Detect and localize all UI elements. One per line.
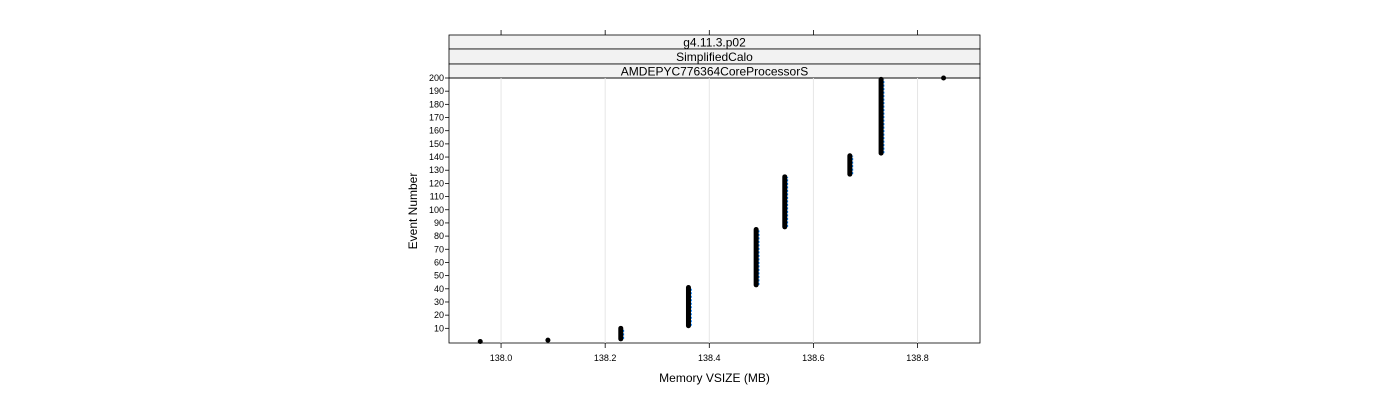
grid-lines: [500, 78, 919, 343]
data-point: [477, 339, 483, 344]
y-tick-label: 80: [434, 231, 444, 241]
strip-2-label: SimplifiedCalo: [676, 50, 753, 64]
y-tick-label: 180: [429, 99, 444, 109]
y-axis-title: Event Number: [406, 173, 420, 250]
y-tick-label: 160: [429, 126, 444, 136]
strip-3-label: AMDEPYC776364CoreProcessorS: [621, 65, 808, 79]
y-tick-label: 10: [434, 323, 444, 333]
y-tick-label: 190: [429, 86, 444, 96]
strip-1-label: g4.11.3.p02: [683, 36, 746, 50]
data-points: [477, 75, 947, 344]
y-tick-label: 90: [434, 218, 444, 228]
x-tick-label: 138.6: [802, 353, 825, 363]
y-tick-label: 20: [434, 310, 444, 320]
y-tick-label: 130: [429, 165, 444, 175]
y-tick-label: 70: [434, 244, 444, 254]
x-tick-label: 138.8: [906, 353, 929, 363]
x-tick-label: 138.2: [594, 353, 617, 363]
data-point: [545, 337, 551, 343]
x-axis-title: Memory VSIZE (MB): [659, 371, 770, 385]
x-tick-label: 138.0: [490, 353, 513, 363]
x-tick-label: 138.4: [698, 353, 721, 363]
y-tick-label: 50: [434, 271, 444, 281]
y-tick-label: 60: [434, 257, 444, 267]
data-point: [941, 75, 947, 81]
y-tick-label: 170: [429, 113, 444, 123]
strip-headers: g4.11.3.p02 SimplifiedCalo AMDEPYC776364…: [448, 34, 981, 79]
y-tick-label: 100: [429, 205, 444, 215]
axis-ticks: 138.0 138.2 138.4 138.6 138.8 10 20 30 40 50 60 70 8…: [429, 30, 929, 363]
y-tick-label: 140: [429, 152, 444, 162]
y-tick-label: 120: [429, 178, 444, 188]
plot-panel: [448, 77, 981, 344]
y-tick-label: 110: [430, 192, 444, 202]
y-tick-label: 150: [429, 139, 444, 149]
y-tick-label: 40: [434, 284, 444, 294]
y-tick-label: 200: [429, 73, 444, 83]
y-tick-label: 30: [434, 297, 444, 307]
